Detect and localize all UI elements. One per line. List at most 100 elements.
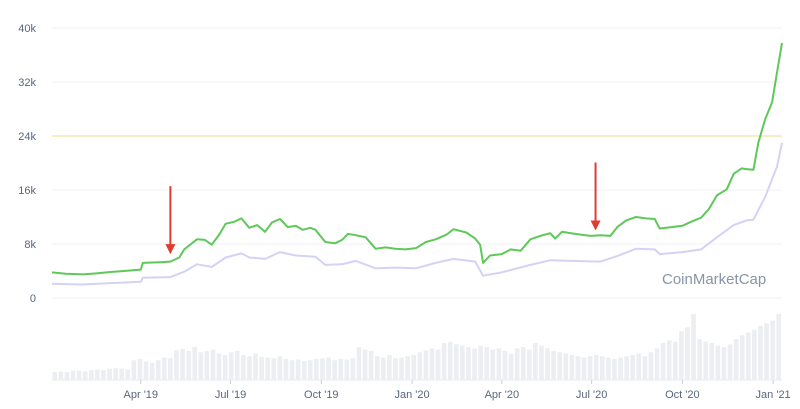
volume-bar-24	[198, 352, 204, 380]
volume-bar-48	[344, 359, 350, 380]
volume-bar-71	[484, 347, 489, 380]
volume-bar-39	[289, 360, 295, 380]
volume-bar-118	[770, 320, 775, 380]
volume-bar-51	[362, 349, 368, 380]
volume-bar-74	[502, 350, 508, 380]
volume-bar-61	[423, 350, 429, 380]
volume-bar-108	[709, 343, 715, 380]
volume-bar-46	[332, 360, 337, 380]
volume-bar-5	[82, 371, 88, 380]
volume-bar-19	[168, 358, 173, 380]
volume-bar-113	[739, 335, 745, 380]
volume-bar-101	[666, 340, 672, 380]
volume-bar-55	[387, 354, 392, 380]
annotation-arrow-0	[165, 186, 176, 255]
volume-bar-104	[685, 327, 690, 380]
volume-bar-106	[697, 339, 702, 380]
volume-bar-100	[660, 343, 666, 380]
volume-bar-84	[563, 353, 569, 380]
y-tick-label-2: 16k	[18, 185, 36, 197]
volume-bar-41	[301, 360, 307, 380]
volume-bar-11	[119, 368, 124, 380]
volume-bar-28	[222, 354, 228, 380]
volume-bar-80	[539, 345, 544, 380]
volume-bar-15	[143, 361, 149, 380]
volume-bar-78	[527, 349, 532, 380]
volume-bar-36	[271, 358, 277, 380]
volume-bar-68	[466, 347, 471, 380]
watermark-text: CoinMarketCap	[662, 271, 766, 288]
y-tick-label-0: 0	[30, 293, 36, 305]
x-tick-label-5: Jul '20	[576, 389, 607, 401]
volume-bar-105	[691, 314, 696, 380]
x-tick-label-3: Jan '20	[394, 389, 429, 401]
volume-bar-90	[600, 356, 605, 380]
volume-bar-107	[703, 341, 708, 380]
annotation-arrow-head-1	[590, 220, 601, 231]
volume-bar-60	[417, 352, 423, 380]
x-tick-label-4: Apr '20	[485, 389, 520, 401]
volume-bar-102	[673, 341, 678, 380]
series-line-0	[51, 42, 783, 276]
volume-bar-21	[180, 348, 185, 380]
volume-bar-57	[399, 357, 404, 380]
volume-bar-82	[551, 350, 556, 380]
y-tick-label-5: 40k	[18, 23, 36, 35]
volume-bar-94	[624, 356, 629, 380]
x-tick-label-6: Oct '20	[665, 389, 700, 401]
volume-bar-64	[441, 343, 447, 380]
volume-bar-6	[89, 370, 94, 380]
annotation-arrow-head-0	[165, 244, 176, 255]
volume-bar-83	[557, 352, 562, 380]
x-tick-label-1: Jul '19	[215, 389, 246, 401]
volume-bar-119	[776, 314, 781, 380]
volume-bar-49	[350, 358, 356, 380]
volume-bar-63	[435, 349, 441, 380]
volume-bar-44	[320, 358, 325, 380]
volume-bar-88	[587, 356, 593, 380]
volume-bar-76	[514, 348, 520, 380]
volume-bar-3	[70, 370, 76, 380]
volume-bar-92	[612, 358, 617, 380]
volume-bar-89	[593, 354, 599, 380]
x-tick-label-7: Jan '21	[756, 389, 791, 401]
volume-bar-2	[64, 372, 70, 380]
volume-bar-8	[101, 370, 106, 380]
volume-bar-34	[259, 356, 264, 380]
series-line-1	[51, 142, 783, 286]
volume-bar-33	[253, 353, 258, 380]
annotation-arrow-1	[590, 162, 601, 231]
x-tick-label-2: Oct '19	[304, 389, 339, 401]
volume-bar-62	[429, 348, 435, 380]
volume-bar-72	[490, 349, 496, 380]
volume-bar-93	[618, 357, 623, 380]
volume-bar-117	[764, 323, 769, 380]
y-tick-label-3: 24k	[18, 131, 36, 143]
volume-bar-77	[520, 347, 526, 380]
volume-bar-99	[654, 348, 660, 380]
volume-bar-114	[746, 332, 751, 380]
annotation-arrows	[165, 162, 601, 255]
volume-bar-67	[460, 345, 465, 380]
volume-bar-38	[283, 358, 289, 380]
volume-bar-52	[368, 350, 374, 380]
x-axis-ticks: Apr '19 Jul '19 Oct '19 Jan '20 Apr '20 Jul '…	[124, 380, 791, 401]
volume-bar-66	[454, 344, 459, 380]
volume-bar-112	[733, 339, 739, 380]
volume-bar-0	[52, 372, 58, 380]
volume-bar-50	[356, 347, 362, 380]
volume-bar-56	[393, 358, 398, 380]
volume-bar-42	[308, 360, 313, 380]
volume-bar-13	[131, 360, 137, 380]
volume-bar-53	[374, 356, 380, 380]
volume-bar-69	[472, 348, 477, 380]
volume-bar-110	[721, 347, 727, 380]
volume-bar-116	[758, 325, 763, 380]
volume-bar-7	[95, 369, 100, 380]
volume-bar-29	[228, 352, 234, 380]
volume-bar-20	[174, 350, 179, 380]
volume-bar-81	[545, 348, 550, 380]
volume-bar-70	[478, 345, 483, 380]
